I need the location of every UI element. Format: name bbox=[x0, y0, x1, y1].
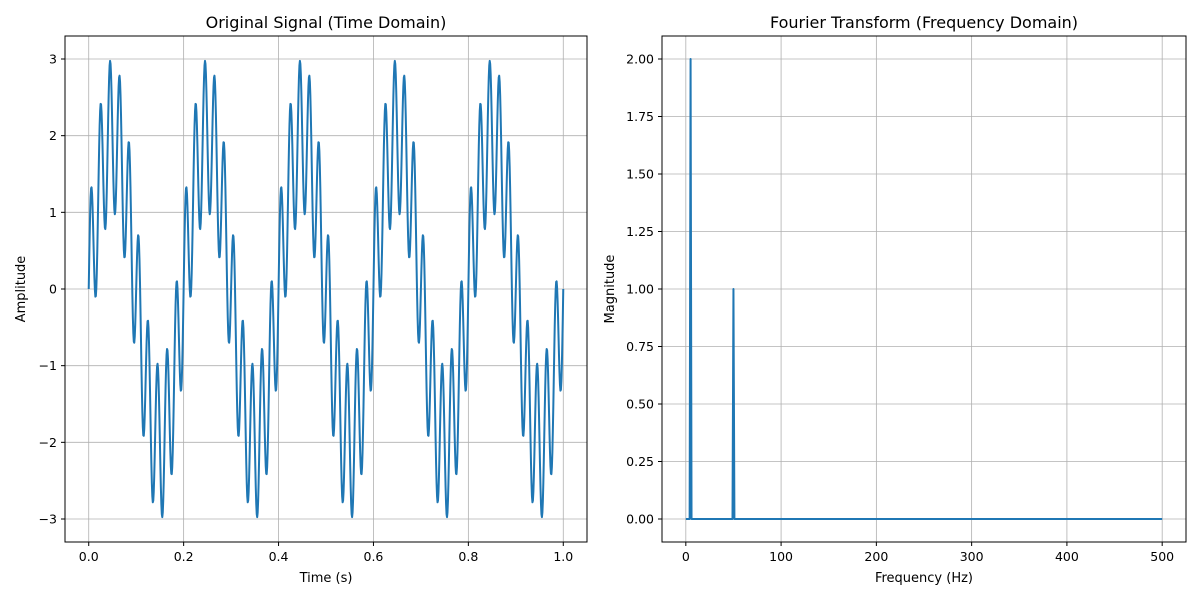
frequency-y-tick-label: 1.00 bbox=[626, 282, 654, 297]
time-y-tick-label: 3 bbox=[49, 52, 57, 67]
frequency-y-tick-label: 2.00 bbox=[626, 52, 654, 67]
time-x-tick-label: 0.4 bbox=[269, 549, 289, 564]
time-y-tick-label: 2 bbox=[49, 128, 57, 143]
time-y-tick-label: −3 bbox=[39, 512, 57, 527]
frequency-domain-panel: 0 100 200 300 400 500 2.00 1.75 1.50 1.25 1.00 0.75… bbox=[603, 13, 1187, 586]
time-x-tick-label: 0.6 bbox=[364, 549, 384, 564]
frequency-y-tick-label: 0.25 bbox=[626, 454, 654, 469]
frequency-series-line-magnitude bbox=[685, 58, 1163, 520]
frequency-x-tick-label: 200 bbox=[864, 549, 888, 564]
frequency-y-tick-label: 0.75 bbox=[626, 339, 654, 354]
time-series-line-signal bbox=[87, 59, 565, 519]
frequency-y-axis-label: Magnitude bbox=[603, 255, 618, 324]
time-y-tick-label: −2 bbox=[39, 435, 57, 450]
frequency-x-tick-label: 0 bbox=[682, 549, 690, 564]
frequency-y-tick-label: 0.50 bbox=[626, 397, 654, 412]
frequency-y-tick-label: 1.75 bbox=[626, 109, 654, 124]
time-x-axis-label: Time (s) bbox=[299, 571, 353, 586]
time-domain-panel: 0.0 0.2 0.4 0.6 0.8 1.0 3 2 1 0 −1 −2 −3 Original Si… bbox=[14, 13, 588, 586]
time-y-axis-label: Amplitude bbox=[14, 256, 29, 323]
frequency-y-tick-label: 0.00 bbox=[626, 512, 654, 527]
time-x-tick-label: 0.8 bbox=[458, 549, 478, 564]
frequency-x-axis-label: Frequency (Hz) bbox=[875, 571, 973, 586]
time-plot-title: Original Signal (Time Domain) bbox=[206, 13, 447, 32]
time-x-tick-label: 0.2 bbox=[174, 549, 194, 564]
frequency-y-tick-label: 1.50 bbox=[626, 167, 654, 182]
frequency-plot-title: Fourier Transform (Frequency Domain) bbox=[770, 13, 1078, 32]
time-x-tick-label: 0.0 bbox=[79, 549, 99, 564]
frequency-x-tick-label: 400 bbox=[1055, 549, 1079, 564]
frequency-x-tick-label: 100 bbox=[769, 549, 793, 564]
frequency-y-tick-label: 1.25 bbox=[626, 224, 654, 239]
frequency-x-tick-label: 500 bbox=[1150, 549, 1174, 564]
time-x-tick-label: 1.0 bbox=[553, 549, 573, 564]
frequency-x-tick-label: 300 bbox=[960, 549, 984, 564]
time-y-tick-label: 0 bbox=[49, 282, 57, 297]
time-y-tick-label: −1 bbox=[39, 358, 57, 373]
time-y-tick-label: 1 bbox=[49, 205, 57, 220]
